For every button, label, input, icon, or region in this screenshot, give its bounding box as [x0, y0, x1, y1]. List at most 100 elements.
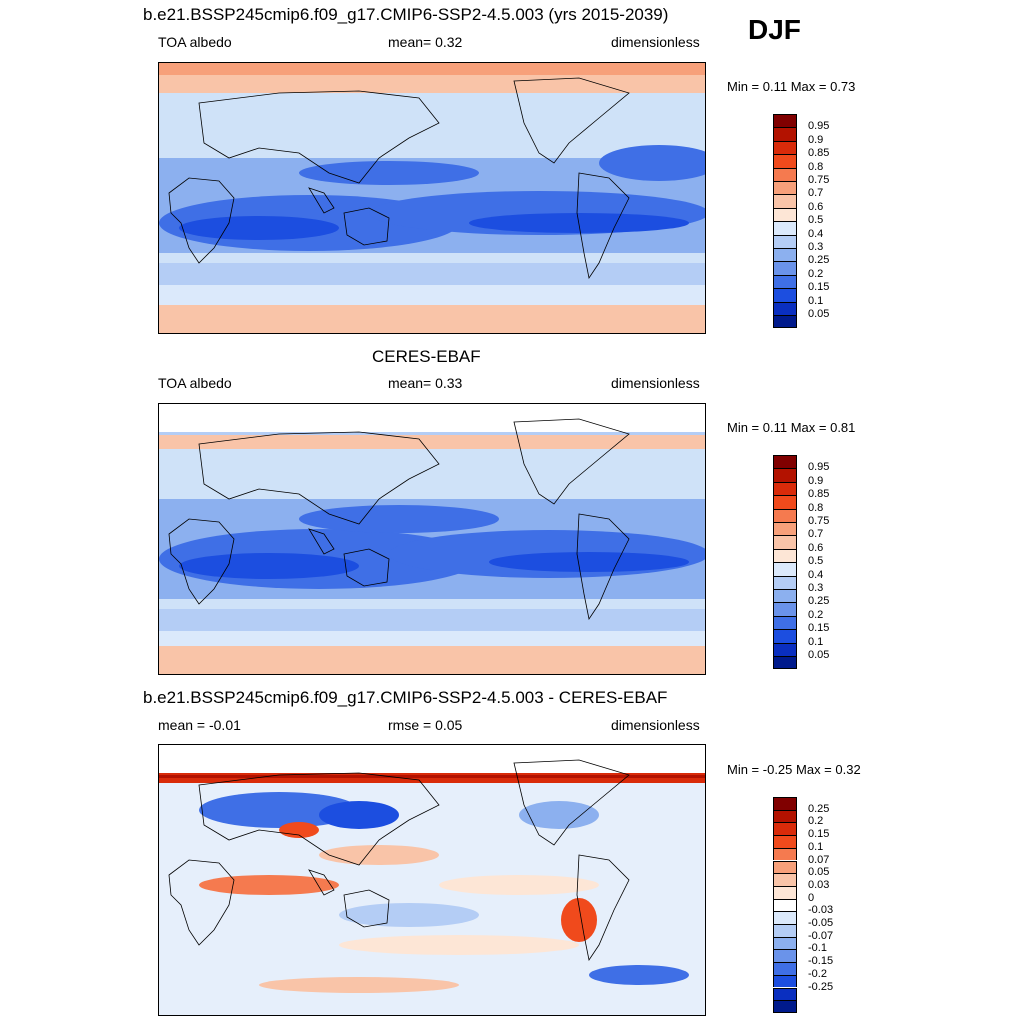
colorbar-swatch: [773, 656, 797, 670]
colorbar-tick-label: 0.4: [808, 568, 824, 581]
panel-obs-units-label: dimensionless: [611, 375, 700, 391]
colorbar-swatch: [773, 615, 797, 630]
colorbar-swatch: [773, 301, 797, 315]
panel-diff-rmse-label: rmse = 0.05: [388, 717, 463, 733]
panel-model-map: [158, 62, 706, 334]
colorbar-swatch: [773, 809, 797, 823]
colorbar-swatch: [773, 575, 797, 589]
colorbar-tick-label: 0.05: [808, 649, 830, 661]
colorbar-tick-label: -0.07: [808, 929, 834, 942]
colorbar-swatch: [773, 248, 797, 262]
colorbar-tick-label: 0.3: [808, 241, 824, 253]
colorbar-swatch: [773, 114, 797, 128]
panel-diff-colorbar: [773, 797, 797, 1013]
colorbar-tick-label: -0.05: [808, 917, 834, 929]
colorbar-tick-label: 0.15: [808, 281, 830, 294]
colorbar-swatch: [773, 987, 797, 1001]
colorbar-tick-label: 0.2: [808, 608, 824, 621]
colorbar-swatch: [773, 589, 797, 603]
colorbar-swatch: [773, 642, 797, 656]
colorbar-swatch: [773, 315, 797, 329]
colorbar-tick-label: 0.25: [808, 595, 830, 608]
panel-obs-title: CERES-EBAF: [372, 347, 481, 366]
colorbar-swatch: [773, 455, 797, 469]
panel-model-variable-label: TOA albedo: [158, 34, 232, 50]
colorbar-swatch: [773, 181, 797, 195]
colorbar-tick-label: 0.25: [808, 254, 830, 267]
colorbar-swatch: [773, 885, 797, 899]
colorbar-swatch: [773, 274, 797, 289]
colorbar-tick-label: 0.15: [808, 828, 830, 841]
colorbar-tick-label: 0.25: [808, 802, 830, 815]
colorbar-swatch: [773, 911, 797, 924]
panel-model-minmax: Min = 0.11 Max = 0.73: [727, 79, 856, 94]
colorbar-tick-label: 0.85: [808, 147, 830, 160]
panel-diff-mean-label: mean = -0.01: [158, 717, 241, 733]
colorbar-swatch: [773, 936, 797, 950]
colorbar-tick-label: 0: [808, 891, 815, 904]
colorbar-swatch: [773, 261, 797, 275]
colorbar-swatch: [773, 481, 797, 496]
colorbar-tick-label: 0.8: [808, 160, 824, 173]
colorbar-swatch: [773, 495, 797, 509]
colorbar-tick-label: 0.6: [808, 541, 824, 554]
colorbar-swatch: [773, 974, 797, 988]
colorbar-swatch: [773, 207, 797, 222]
colorbar-tick-label: 0.2: [808, 267, 824, 280]
colorbar-swatch: [773, 602, 797, 616]
panel-obs-mean-label: mean= 0.33: [388, 375, 463, 391]
colorbar-swatch: [773, 962, 797, 975]
colorbar-swatch: [773, 522, 797, 536]
colorbar-tick-label: 0.1: [808, 840, 824, 853]
colorbar-tick-label: 0.95: [808, 120, 830, 133]
colorbar-swatch: [773, 167, 797, 181]
panel-obs-minmax: Min = 0.11 Max = 0.81: [727, 420, 856, 435]
colorbar-tick-label: 0.9: [808, 133, 824, 146]
colorbar-tick-label: 0.5: [808, 555, 824, 568]
colorbar-swatch: [773, 140, 797, 155]
panel-model-colorbar: [773, 114, 797, 329]
colorbar-tick-label: 0.4: [808, 227, 824, 240]
colorbar-tick-label: 0.2: [808, 815, 824, 828]
panel-diff-map: [158, 744, 706, 1016]
panel-model-title: b.e21.BSSP245cmip6.f09_g17.CMIP6-SSP2-4.…: [143, 5, 669, 24]
colorbar-tick-label: 0.95: [808, 461, 830, 474]
colorbar-swatch: [773, 835, 797, 848]
panel-diff-units-label: dimensionless: [611, 717, 700, 733]
colorbar-tick-label: 0.03: [808, 878, 830, 891]
panel-diff-minmax: Min = -0.25 Max = 0.32: [727, 762, 861, 777]
colorbar-tick-label: 0.6: [808, 200, 824, 213]
panel-model-units-label: dimensionless: [611, 34, 700, 50]
colorbar-swatch: [773, 234, 797, 248]
colorbar-swatch: [773, 949, 797, 963]
colorbar-tick-label: 0.9: [808, 474, 824, 487]
panel-obs-colorbar: [773, 455, 797, 670]
colorbar-swatch: [773, 847, 797, 861]
colorbar-tick-label: 0.3: [808, 582, 824, 594]
colorbar-swatch: [773, 924, 797, 937]
colorbar-tick-label: 0.8: [808, 501, 824, 514]
colorbar-swatch: [773, 860, 797, 874]
colorbar-swatch: [773, 1000, 797, 1013]
season-label: DJF: [748, 14, 801, 45]
colorbar-swatch: [773, 797, 797, 810]
panel-obs-variable-label: TOA albedo: [158, 375, 232, 391]
colorbar-swatch: [773, 154, 797, 168]
colorbar-tick-label: 0.15: [808, 622, 830, 635]
colorbar-tick-label: 0.7: [808, 187, 824, 200]
colorbar-tick-label: 0.5: [808, 214, 824, 227]
panel-model-mean-label: mean= 0.32: [388, 34, 463, 50]
colorbar-swatch: [773, 548, 797, 563]
colorbar-tick-label: 0.1: [808, 635, 824, 648]
colorbar-swatch: [773, 221, 797, 235]
colorbar-tick-label: 0.85: [808, 488, 830, 501]
colorbar-tick-label: -0.03: [808, 904, 834, 917]
colorbar-swatch: [773, 535, 797, 549]
panel-diff-title: b.e21.BSSP245cmip6.f09_g17.CMIP6-SSP2-4.…: [143, 688, 668, 707]
colorbar-swatch: [773, 562, 797, 576]
colorbar-tick-label: 0.75: [808, 174, 830, 186]
colorbar-swatch: [773, 288, 797, 302]
colorbar-swatch: [773, 194, 797, 208]
panel-obs-map: [158, 403, 706, 675]
colorbar-swatch: [773, 468, 797, 482]
